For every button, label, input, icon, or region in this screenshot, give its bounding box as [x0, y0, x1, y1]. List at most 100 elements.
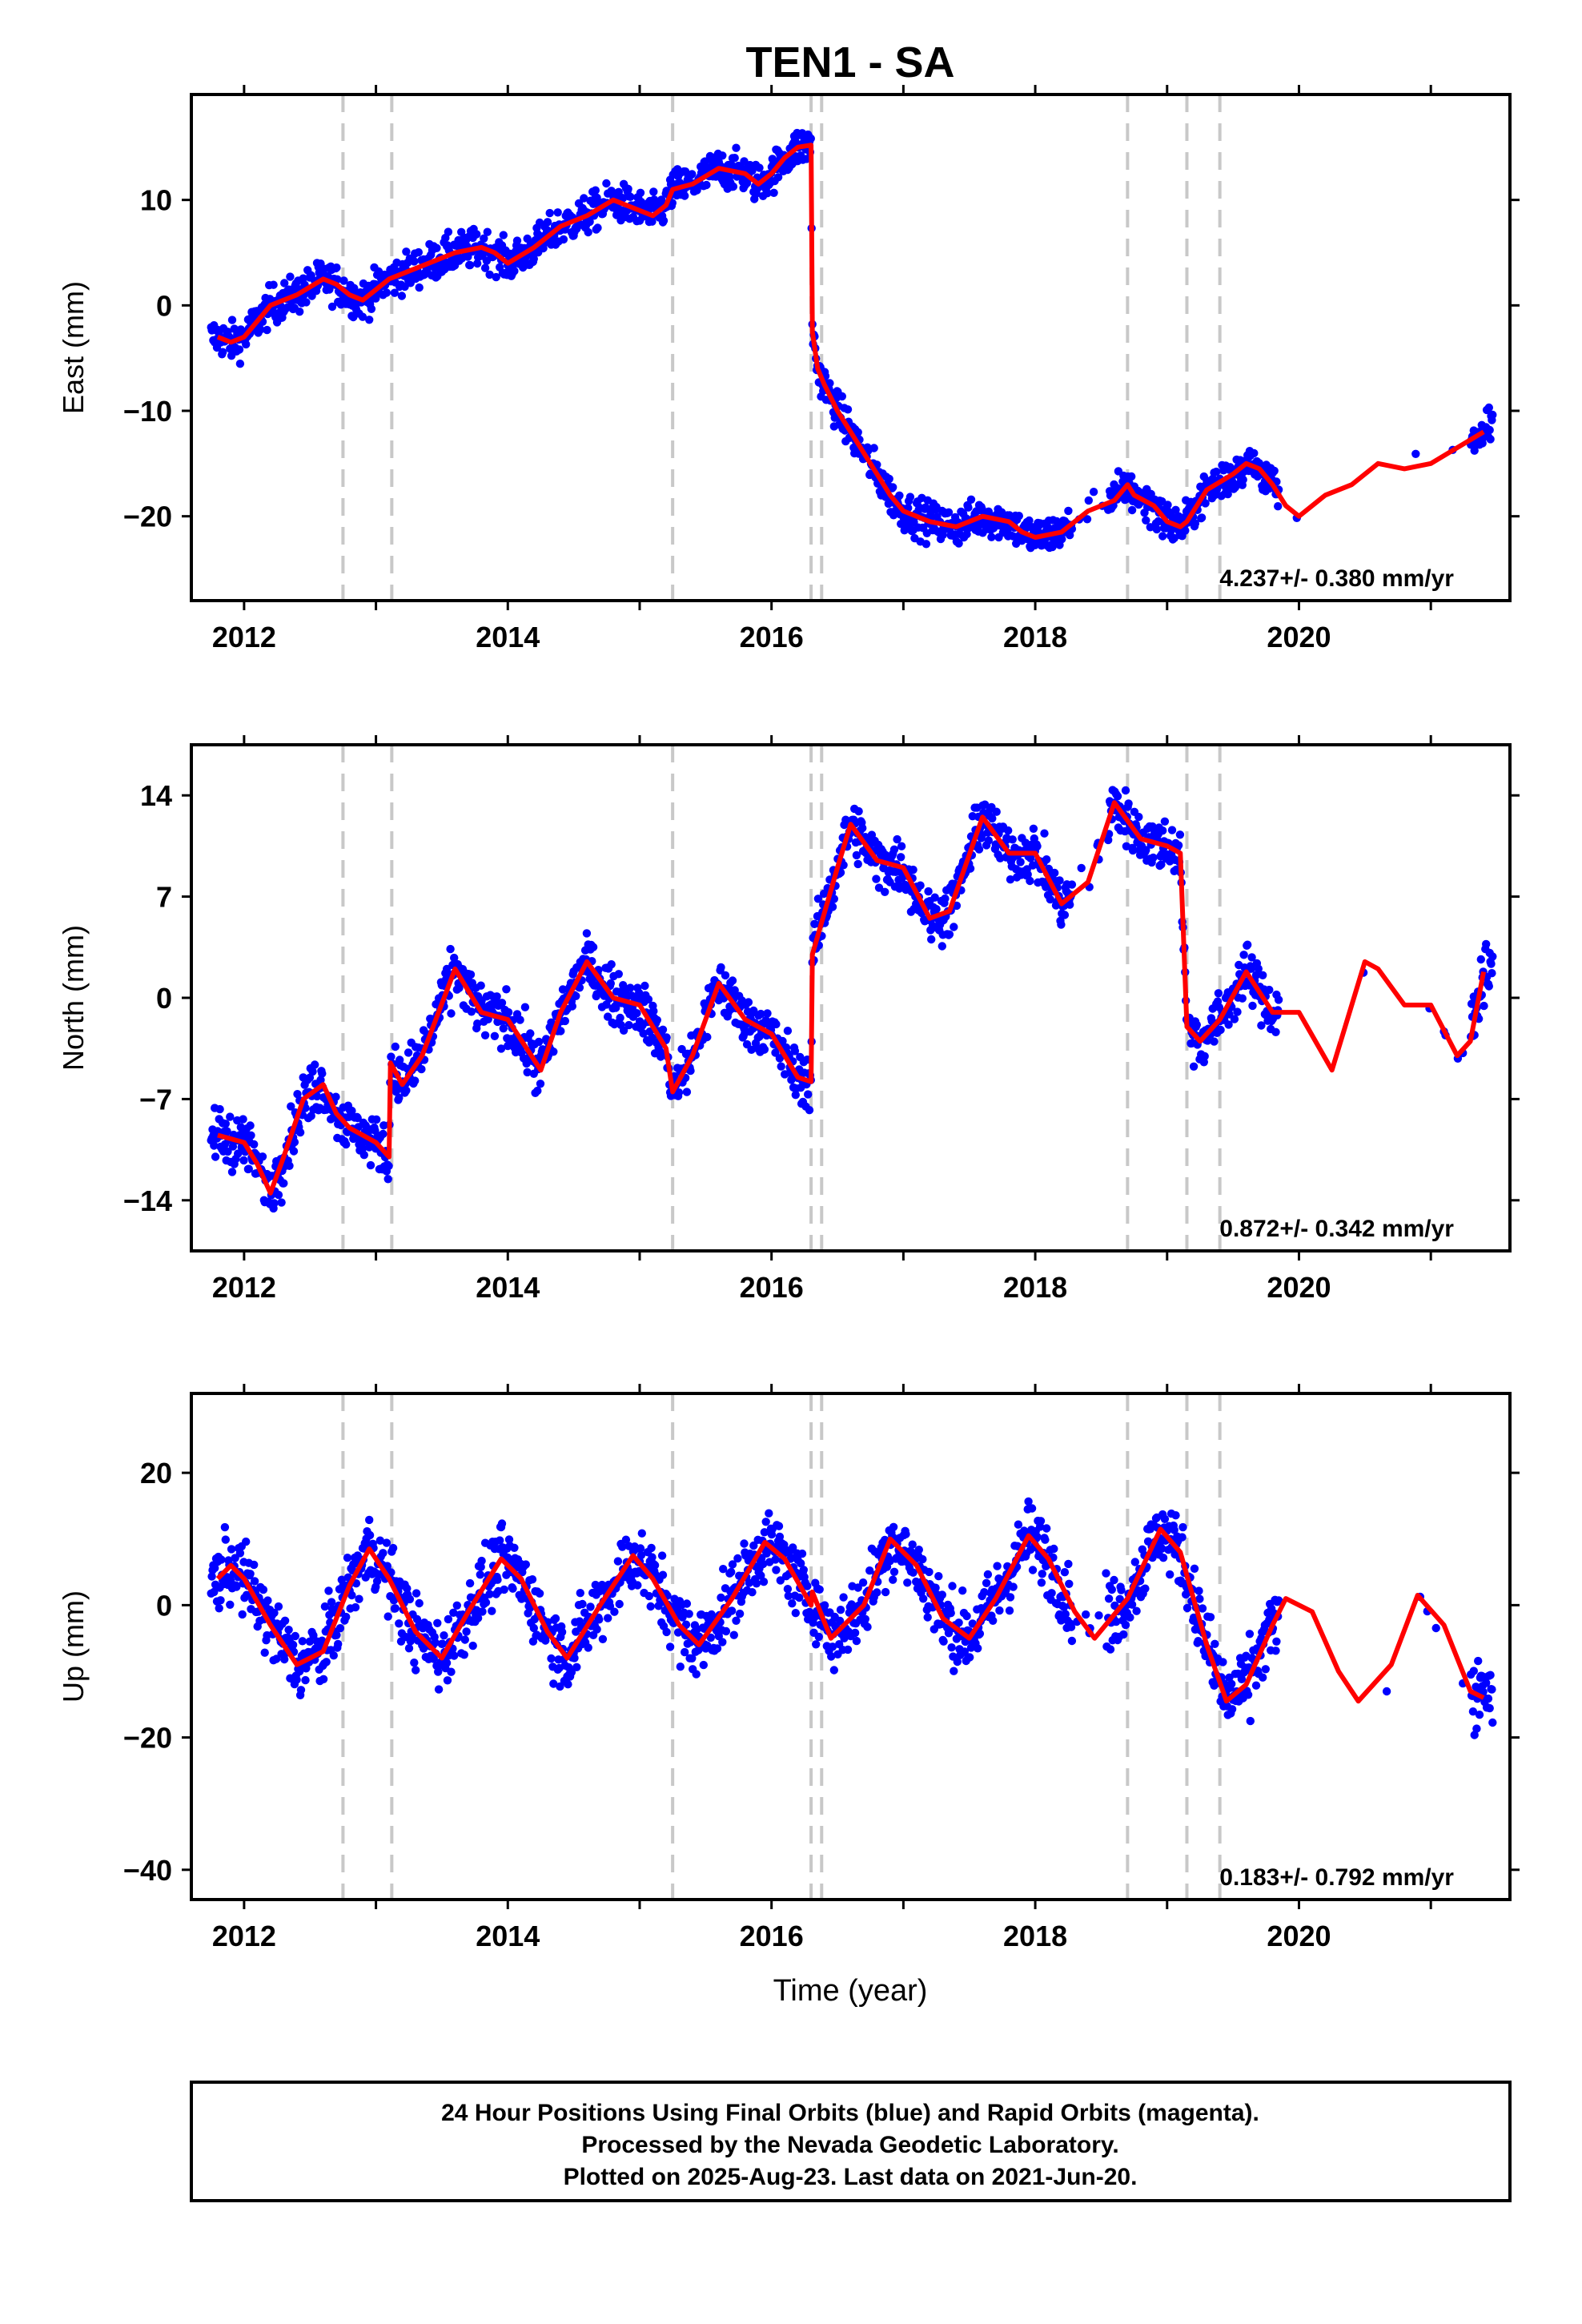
observation-point: [366, 1160, 375, 1170]
observation-point: [650, 1561, 660, 1570]
observation-point: [616, 1013, 624, 1023]
observation-point: [1132, 1606, 1141, 1615]
observation-point: [588, 943, 598, 951]
observation-point: [387, 1052, 396, 1061]
observation-point: [757, 1571, 765, 1580]
observation-point: [727, 1606, 737, 1615]
observation-point: [466, 970, 476, 979]
observation-point: [946, 1609, 955, 1618]
observation-point: [434, 1685, 444, 1694]
observation-point: [528, 1575, 537, 1584]
observation-point: [1004, 826, 1013, 835]
model-line: [216, 143, 1485, 540]
observation-point: [382, 288, 391, 297]
observation-point: [649, 187, 658, 196]
observation-point: [914, 1546, 924, 1554]
observation-point: [1243, 940, 1252, 949]
observation-point: [788, 1599, 797, 1608]
observation-point: [536, 1080, 545, 1088]
x-tick-label: 2020: [1267, 621, 1331, 653]
observation-point: [657, 1551, 667, 1560]
observation-point: [919, 1594, 928, 1603]
observation-point: [728, 1560, 737, 1569]
observation-point: [575, 1617, 584, 1626]
observation-point: [1157, 860, 1166, 869]
observation-point: [703, 1032, 712, 1042]
observation-point: [636, 188, 645, 197]
observation-point: [909, 865, 917, 875]
observation-point: [1158, 1544, 1166, 1553]
observation-point: [347, 1590, 356, 1600]
observation-point: [744, 998, 753, 1007]
observation-point: [885, 474, 893, 484]
observation-point: [916, 881, 925, 890]
observation-point: [319, 1675, 328, 1683]
observation-point: [813, 895, 823, 903]
observation-point: [776, 1576, 785, 1585]
observation-point: [402, 1086, 411, 1096]
observation-point: [729, 182, 738, 191]
observation-point: [1270, 466, 1279, 476]
observation-point: [1198, 1604, 1207, 1613]
observation-point: [893, 834, 901, 844]
observation-point: [938, 1590, 947, 1599]
observation-point: [405, 1594, 415, 1604]
observation-point: [761, 1518, 770, 1526]
observation-point: [404, 1644, 414, 1653]
observation-point: [950, 923, 958, 931]
observation-point: [755, 163, 764, 172]
y-tick-label: −14: [123, 1184, 172, 1217]
y-tick-label: −7: [139, 1083, 172, 1116]
observation-point: [353, 1113, 362, 1123]
observation-point: [490, 1031, 500, 1041]
observation-point: [685, 1610, 693, 1618]
observation-point: [773, 173, 783, 182]
observation-point: [289, 1147, 299, 1156]
observation-point: [758, 1559, 768, 1569]
observation-point: [215, 1104, 224, 1114]
observation-point: [358, 312, 367, 321]
observation-point: [637, 1529, 646, 1538]
observation-point: [232, 1582, 241, 1591]
observation-point: [582, 929, 592, 938]
observation-point: [335, 1624, 345, 1633]
observation-point: [953, 1657, 962, 1667]
observation-point: [584, 227, 592, 237]
observation-point: [383, 1612, 392, 1621]
observation-point: [1036, 1517, 1046, 1526]
observation-point: [1016, 858, 1025, 866]
observation-point: [772, 1566, 781, 1574]
observation-point: [1170, 1526, 1178, 1534]
observation-point: [382, 1538, 391, 1547]
observation-point: [853, 1583, 862, 1592]
observation-point: [658, 1025, 668, 1035]
observation-point: [1201, 499, 1210, 508]
observation-point: [787, 1554, 796, 1562]
observation-point: [975, 1629, 985, 1638]
observation-point: [570, 1654, 579, 1663]
observation-point: [526, 1029, 535, 1038]
observation-point: [1023, 870, 1032, 879]
observation-point: [438, 1639, 447, 1648]
observation-point: [442, 1659, 452, 1667]
observation-point: [434, 1667, 443, 1676]
observation-point: [619, 981, 628, 990]
observation-point: [646, 1602, 655, 1611]
observation-point: [1488, 1685, 1496, 1694]
observation-point: [483, 227, 492, 236]
observation-point: [924, 887, 933, 896]
observation-point: [636, 1550, 646, 1560]
observation-point: [305, 1637, 315, 1646]
observation-point: [1480, 1001, 1488, 1011]
observation-point: [713, 1644, 722, 1653]
observation-point: [529, 1623, 538, 1633]
observation-point: [395, 1093, 404, 1103]
observation-point: [1171, 505, 1180, 514]
observation-point: [274, 1602, 283, 1611]
observation-point: [869, 444, 878, 452]
observation-point: [729, 1630, 738, 1639]
observation-point: [1171, 1511, 1180, 1520]
observation-point: [402, 247, 411, 256]
observation-point: [1265, 985, 1274, 995]
observation-point: [492, 992, 501, 1001]
